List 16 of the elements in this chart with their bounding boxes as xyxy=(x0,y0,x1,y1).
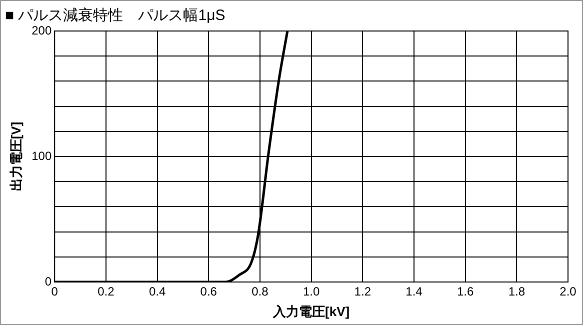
y-tick-label: 0 xyxy=(44,274,52,288)
x-tick-label: 1.6 xyxy=(456,284,474,299)
x-tick-label: 1.4 xyxy=(406,284,423,299)
x-tick-label: 0.4 xyxy=(148,284,166,299)
x-tick-label: 0.6 xyxy=(200,284,218,299)
x-tick-label: 2.0 xyxy=(560,284,577,299)
y-tick-label: 200 xyxy=(32,23,52,38)
x-axis-title: 入力電圧[kV] xyxy=(272,304,350,319)
y-axis-title: 出力電圧[V] xyxy=(8,122,24,192)
x-tick-label: 0.2 xyxy=(98,284,115,299)
x-tick-label: 1.2 xyxy=(354,284,372,299)
x-tick-label: 1.0 xyxy=(302,284,320,299)
x-tick-label: 1.8 xyxy=(508,284,526,299)
x-tick-label: 0.8 xyxy=(252,284,269,299)
chart-title: ■ パルス減衰特性 パルス幅1μS xyxy=(5,7,226,24)
y-tick-label: 100 xyxy=(32,148,52,163)
